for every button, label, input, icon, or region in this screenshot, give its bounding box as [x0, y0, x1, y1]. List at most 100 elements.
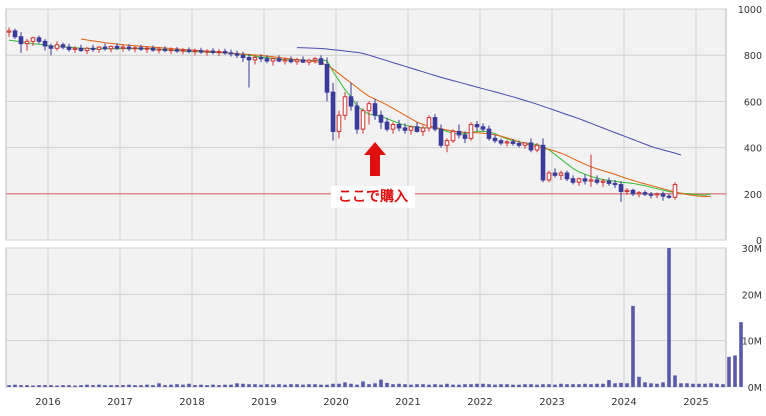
candle: [42, 39, 48, 51]
volume-bar: [421, 384, 425, 387]
candle: [498, 138, 504, 146]
candle: [564, 170, 570, 182]
volume-bar: [691, 383, 695, 387]
candle: [60, 42, 66, 50]
candle-body: [132, 47, 138, 50]
volume-bar: [595, 383, 599, 387]
volume-bar: [193, 385, 197, 387]
x-tick-label: 2020: [323, 397, 348, 408]
volume-bar: [703, 383, 707, 387]
candle-body: [564, 172, 570, 180]
candle-body: [588, 179, 594, 182]
candle: [534, 142, 540, 153]
candle: [396, 119, 402, 132]
candle: [54, 41, 60, 51]
candle-body: [324, 63, 330, 93]
candle: [18, 32, 24, 53]
candle: [354, 101, 360, 134]
candle-body: [258, 57, 264, 60]
volume-bar: [199, 384, 203, 387]
volume-bar: [541, 384, 545, 387]
volume-bar: [385, 382, 389, 387]
candle-body: [534, 144, 540, 151]
candle-body: [42, 40, 48, 47]
candle: [582, 174, 588, 185]
candle-body: [276, 58, 282, 62]
candle: [444, 138, 450, 153]
volume-bar: [613, 383, 617, 387]
candle-body: [498, 140, 504, 144]
candle: [438, 124, 444, 148]
candle: [330, 82, 336, 141]
volume-bar: [49, 385, 53, 387]
volume-bar: [577, 384, 581, 387]
candle: [618, 181, 624, 202]
candle-body: [480, 126, 486, 130]
price-y-tick: 800: [744, 51, 762, 62]
candle-body: [162, 48, 168, 52]
candle-body: [120, 46, 126, 49]
volume-bar: [511, 384, 515, 387]
candle: [642, 190, 648, 197]
candle-body: [540, 144, 546, 181]
volume-bar: [673, 375, 677, 387]
candle-body: [306, 59, 312, 63]
volume-bar: [247, 384, 251, 387]
volume-bar: [589, 384, 593, 387]
candle: [270, 57, 276, 66]
candle-body: [30, 37, 36, 42]
candle: [288, 56, 294, 64]
candle-body: [282, 59, 288, 62]
candle: [588, 154, 594, 187]
candle-body: [666, 195, 672, 198]
candle-body: [144, 47, 150, 50]
ma-short-line: [8, 39, 712, 196]
volume-bar: [601, 383, 605, 387]
volume-bar: [223, 384, 227, 387]
volume-bar: [739, 322, 743, 387]
volume-bar: [343, 382, 347, 387]
volume-bar: [307, 384, 311, 387]
candle: [624, 188, 630, 195]
candle-body: [216, 51, 222, 54]
candle: [282, 57, 288, 65]
candle: [318, 55, 324, 65]
candle: [162, 46, 168, 53]
volume-bar: [211, 384, 215, 387]
candle-body: [180, 49, 186, 52]
x-tick-label: 2021: [395, 397, 420, 408]
volume-y-tick: 0M: [748, 383, 762, 394]
candle-body: [234, 53, 240, 56]
volume-bar: [289, 384, 293, 387]
volume-bar: [319, 384, 323, 387]
candle: [630, 188, 636, 197]
candle-body: [372, 103, 378, 116]
volume-bar: [31, 385, 35, 387]
volume-bar: [373, 383, 377, 387]
candle-body: [54, 44, 60, 49]
candle: [138, 44, 144, 52]
candle: [342, 92, 348, 120]
candle: [294, 57, 300, 65]
candle: [264, 55, 270, 64]
candle-body: [156, 48, 162, 51]
volume-y-tick: 10M: [742, 337, 762, 348]
candle: [174, 46, 180, 53]
volume-bar: [361, 381, 365, 387]
candle-body: [264, 58, 270, 62]
volume-bar: [175, 384, 179, 387]
volume-bar: [205, 385, 209, 387]
candle-body: [252, 57, 258, 61]
volume-bar: [331, 383, 335, 387]
volume-bar: [79, 385, 83, 387]
candle-body: [294, 59, 300, 63]
volume-bar: [301, 384, 305, 387]
volume-bar: [457, 384, 461, 387]
volume-bar: [355, 384, 359, 387]
volume-bar: [415, 384, 419, 387]
candle: [450, 129, 456, 143]
candle-body: [510, 141, 516, 144]
candle: [372, 99, 378, 120]
volume-bar: [379, 379, 383, 387]
